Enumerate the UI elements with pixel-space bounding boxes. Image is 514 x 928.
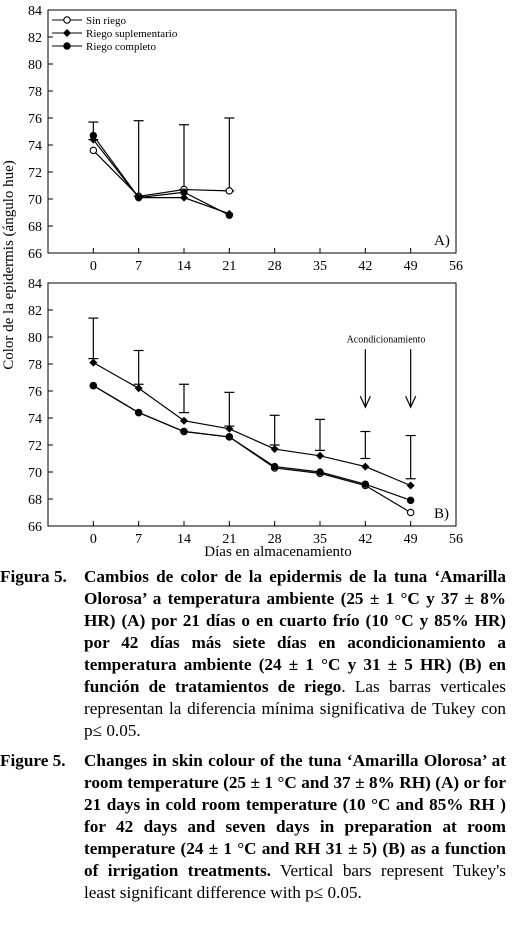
- y-tick-label: 68: [28, 220, 42, 235]
- y-tick-label: 70: [28, 466, 42, 481]
- y-tick-label: 82: [28, 31, 42, 46]
- caption-english-bold: Changes in skin colour of the tuna ‘Amar…: [84, 751, 506, 880]
- y-tick-label: 68: [28, 493, 42, 508]
- x-tick-label: 14: [177, 532, 191, 547]
- y-tick-label: 72: [28, 166, 42, 181]
- plot-frame: [47, 9, 457, 254]
- x-tick-label: 49: [404, 259, 418, 274]
- data-point-riego-suplementario: [270, 445, 279, 454]
- x-tick-label: 56: [449, 532, 463, 547]
- caption-spanish-rest: . Las barras verticales representan la d…: [84, 677, 506, 740]
- legend-entry: Riego completo: [86, 41, 156, 53]
- data-point-riego-suplementario: [134, 384, 143, 393]
- panel-label: B): [434, 506, 449, 522]
- caption-english-body: Changes in skin colour of the tuna ‘Amar…: [84, 750, 514, 904]
- x-tick-label: 7: [135, 259, 142, 274]
- panel-b: 66 68 70 72 74 76 78 80 82 84 0 7 14 21 28 35 42 49 56B) Ac…: [28, 277, 463, 547]
- series-line-riego-completo: [92, 135, 230, 216]
- y-tick-label: 78: [28, 85, 42, 100]
- data-point-riego-completo: [225, 211, 234, 219]
- y-axis-label: Color de la epidermis (ángulo hue): [1, 160, 17, 370]
- data-point-riego-completo: [270, 462, 279, 471]
- data-point-sin-riego: [225, 187, 234, 195]
- data-point-riego-completo: [225, 433, 234, 441]
- arrow-head: [405, 395, 417, 409]
- data-point-riego-suplementario: [180, 416, 188, 425]
- series-line-riego-completo: [93, 385, 411, 501]
- y-tick-label: 70: [28, 193, 42, 208]
- series-line-sin-riego: [92, 149, 230, 197]
- y-tick-label: 66: [28, 247, 42, 262]
- y-tick-label: 82: [28, 304, 42, 319]
- y-tick-label: 80: [28, 331, 42, 346]
- y-tick-label: 76: [28, 112, 42, 127]
- data-point-riego-suplementario: [316, 451, 324, 460]
- caption-spanish-bold: Cambios de color de la epidermis de la t…: [84, 567, 506, 696]
- series-line-sin-riego: [93, 385, 411, 514]
- x-tick-label: 14: [177, 259, 191, 274]
- data-point-riego-completo: [134, 193, 143, 202]
- x-tick-label: 56: [449, 259, 463, 274]
- x-tick-label: 21: [222, 259, 236, 274]
- legend-marker: [63, 16, 71, 24]
- x-tick-label: 28: [268, 259, 282, 274]
- panel-a: 66 68 70 72 74 76 78 80 82 84 0 7 14 21 28 35 42 49 56 A) Si…: [28, 4, 463, 274]
- series-line-riego-suplementario: [92, 139, 230, 215]
- legend-entry: Riego suplementario: [86, 28, 178, 40]
- caption-english-label: Figure 5.: [0, 751, 66, 770]
- caption-spanish: Figura 5. Cambios de color de la epiderm…: [0, 566, 514, 742]
- y-tick-label: 84: [28, 277, 42, 292]
- x-tick-label: 0: [90, 532, 97, 547]
- y-tick-label: 74: [28, 412, 42, 427]
- caption-spanish-label: Figura 5.: [0, 567, 67, 586]
- x-tick-label: 35: [313, 259, 327, 274]
- data-point-riego-completo: [134, 408, 143, 417]
- caption-spanish-body: Cambios de color de la epidermis de la t…: [84, 566, 514, 742]
- x-tick-label: 42: [358, 532, 372, 547]
- series-line-riego-suplementario: [93, 362, 411, 487]
- plot-frame: [47, 282, 457, 527]
- data-point-riego-completo: [316, 468, 324, 476]
- x-tick-label: 35: [313, 532, 327, 547]
- y-tick-label: 80: [28, 58, 42, 73]
- y-tick-label: 74: [28, 139, 42, 154]
- arrow-head: [359, 395, 371, 409]
- x-tick-label: 7: [135, 532, 142, 547]
- y-tick-label: 76: [28, 385, 42, 400]
- data-point-sin-riego: [406, 508, 415, 517]
- y-tick-label: 72: [28, 439, 42, 454]
- legend-marker: [63, 42, 71, 50]
- y-tick-label: 66: [28, 520, 42, 535]
- data-point-riego-completo: [406, 496, 415, 505]
- data-point-riego-completo: [89, 381, 98, 390]
- x-tick-label: 0: [90, 259, 97, 274]
- data-point-riego-suplementario: [180, 193, 188, 202]
- data-point-riego-suplementario: [89, 358, 98, 367]
- data-point-riego-completo: [361, 480, 370, 488]
- data-point-riego-completo: [180, 188, 188, 196]
- data-point-riego-suplementario: [225, 424, 234, 433]
- x-tick-label: 28: [268, 532, 282, 547]
- data-point-riego-completo: [89, 131, 98, 140]
- data-point-sin-riego: [89, 146, 98, 155]
- caption-english: Figure 5. Changes in skin colour of the …: [0, 750, 514, 904]
- caption-english-rest: Vertical bars represent Tukey's least si…: [84, 861, 506, 902]
- x-tick-label: 49: [404, 532, 418, 547]
- x-tick-label: 21: [222, 532, 236, 547]
- y-tick-label: 78: [28, 358, 42, 373]
- data-point-riego-suplementario: [406, 481, 415, 490]
- acondicionamiento-label: Acondicionamiento: [347, 334, 426, 345]
- data-point-riego-suplementario: [361, 462, 370, 471]
- panel-label: A): [434, 233, 450, 249]
- y-tick-label: 84: [28, 4, 42, 19]
- data-point-riego-completo: [180, 427, 188, 436]
- x-axis-label: Días en almacenamiento: [204, 544, 351, 560]
- legend-marker: [63, 29, 71, 37]
- legend-entry: Sin riego: [86, 15, 127, 27]
- x-tick-label: 42: [358, 259, 372, 274]
